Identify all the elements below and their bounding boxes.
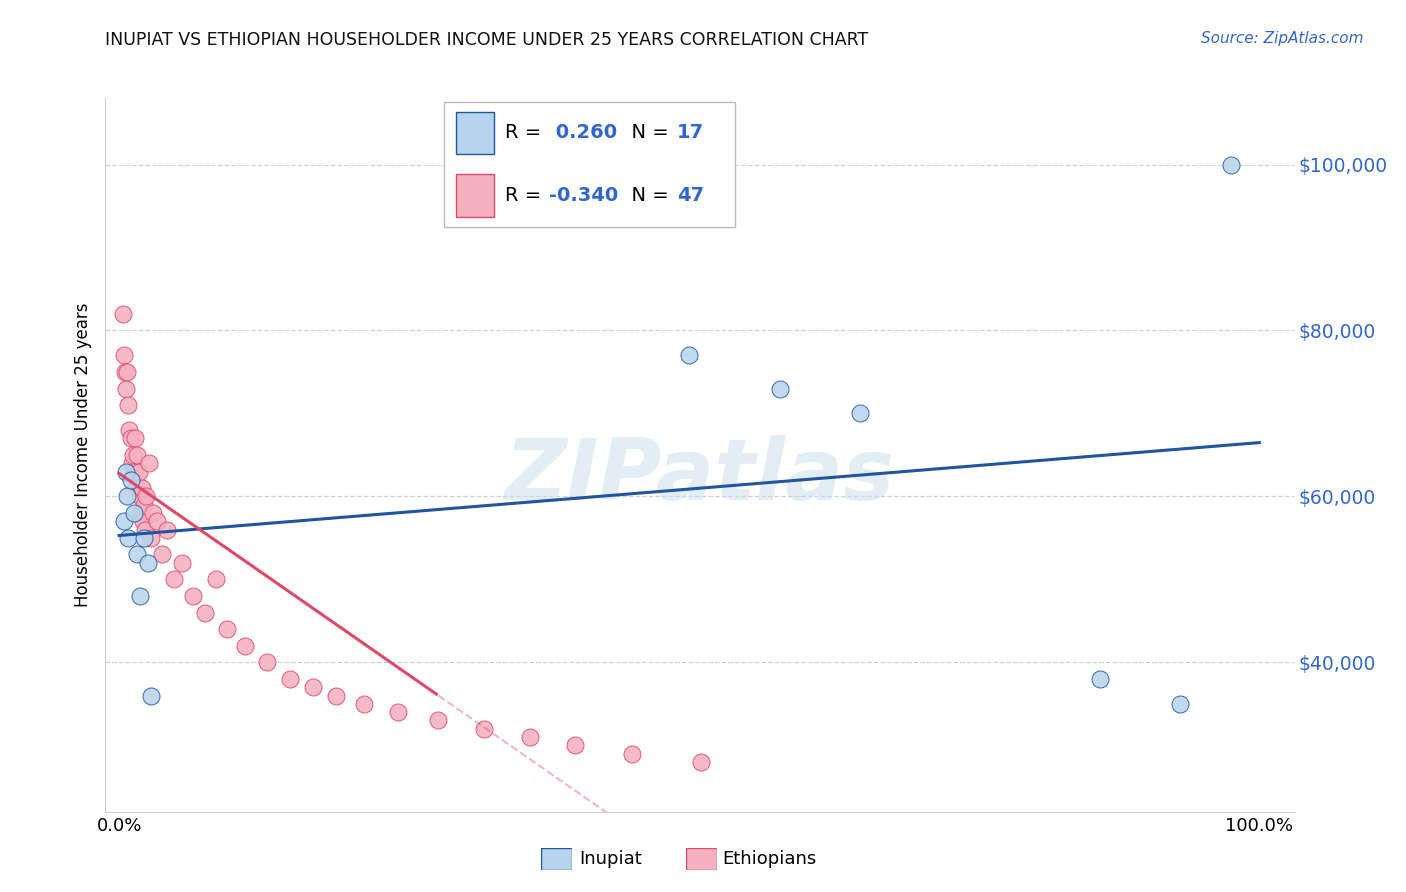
FancyBboxPatch shape xyxy=(541,848,572,870)
Point xyxy=(1219,157,1241,171)
Point xyxy=(120,431,142,445)
Point xyxy=(139,689,162,703)
Point xyxy=(353,697,375,711)
Point xyxy=(121,456,143,470)
Point xyxy=(117,398,139,412)
Point xyxy=(135,490,157,504)
Point xyxy=(152,548,174,562)
Point xyxy=(115,490,138,504)
Text: Source: ZipAtlas.com: Source: ZipAtlas.com xyxy=(1201,31,1364,46)
Point xyxy=(134,498,156,512)
Point xyxy=(136,556,159,570)
Point xyxy=(427,714,450,728)
Point xyxy=(121,448,143,462)
Point xyxy=(115,365,138,379)
Point xyxy=(120,473,142,487)
Point xyxy=(678,348,700,362)
Point xyxy=(124,431,146,445)
Point xyxy=(689,755,711,769)
FancyBboxPatch shape xyxy=(686,848,717,870)
Point xyxy=(769,382,792,396)
Point xyxy=(564,739,586,753)
Point xyxy=(156,523,179,537)
Text: Inupiat: Inupiat xyxy=(579,850,643,868)
Point xyxy=(325,689,347,703)
Point xyxy=(205,573,228,587)
Point xyxy=(131,481,153,495)
Point xyxy=(117,531,139,545)
Point xyxy=(472,722,495,736)
Point xyxy=(849,406,872,420)
Point xyxy=(114,365,136,379)
Y-axis label: Householder Income Under 25 years: Householder Income Under 25 years xyxy=(73,302,91,607)
Text: ZIPatlas: ZIPatlas xyxy=(505,434,894,518)
Point xyxy=(139,531,162,545)
Point xyxy=(111,307,134,321)
Point xyxy=(278,672,301,686)
Point xyxy=(115,465,138,479)
Point xyxy=(118,423,141,437)
Point xyxy=(256,656,278,670)
Point xyxy=(621,747,644,761)
Point xyxy=(233,639,256,653)
Point xyxy=(134,531,156,545)
Point xyxy=(112,348,135,362)
Point xyxy=(142,506,165,520)
Point xyxy=(128,465,150,479)
Point xyxy=(145,514,167,528)
Point xyxy=(127,548,149,562)
Point xyxy=(128,589,150,603)
Point xyxy=(134,523,156,537)
Point xyxy=(129,506,152,520)
Point xyxy=(217,622,239,636)
Point xyxy=(112,514,135,528)
Point xyxy=(128,490,150,504)
Point xyxy=(194,606,217,620)
Point xyxy=(163,573,186,587)
Point xyxy=(122,506,145,520)
Point xyxy=(170,556,193,570)
Text: INUPIAT VS ETHIOPIAN HOUSEHOLDER INCOME UNDER 25 YEARS CORRELATION CHART: INUPIAT VS ETHIOPIAN HOUSEHOLDER INCOME … xyxy=(105,31,869,49)
Point xyxy=(1168,697,1191,711)
Point xyxy=(122,465,145,479)
Point xyxy=(387,705,409,719)
Point xyxy=(127,448,149,462)
Point xyxy=(125,481,148,495)
Point xyxy=(519,730,541,744)
Point xyxy=(115,382,138,396)
Point xyxy=(302,680,325,694)
Point xyxy=(138,456,160,470)
Point xyxy=(1088,672,1111,686)
Text: Ethiopians: Ethiopians xyxy=(723,850,817,868)
Point xyxy=(132,514,155,528)
Point xyxy=(181,589,204,603)
